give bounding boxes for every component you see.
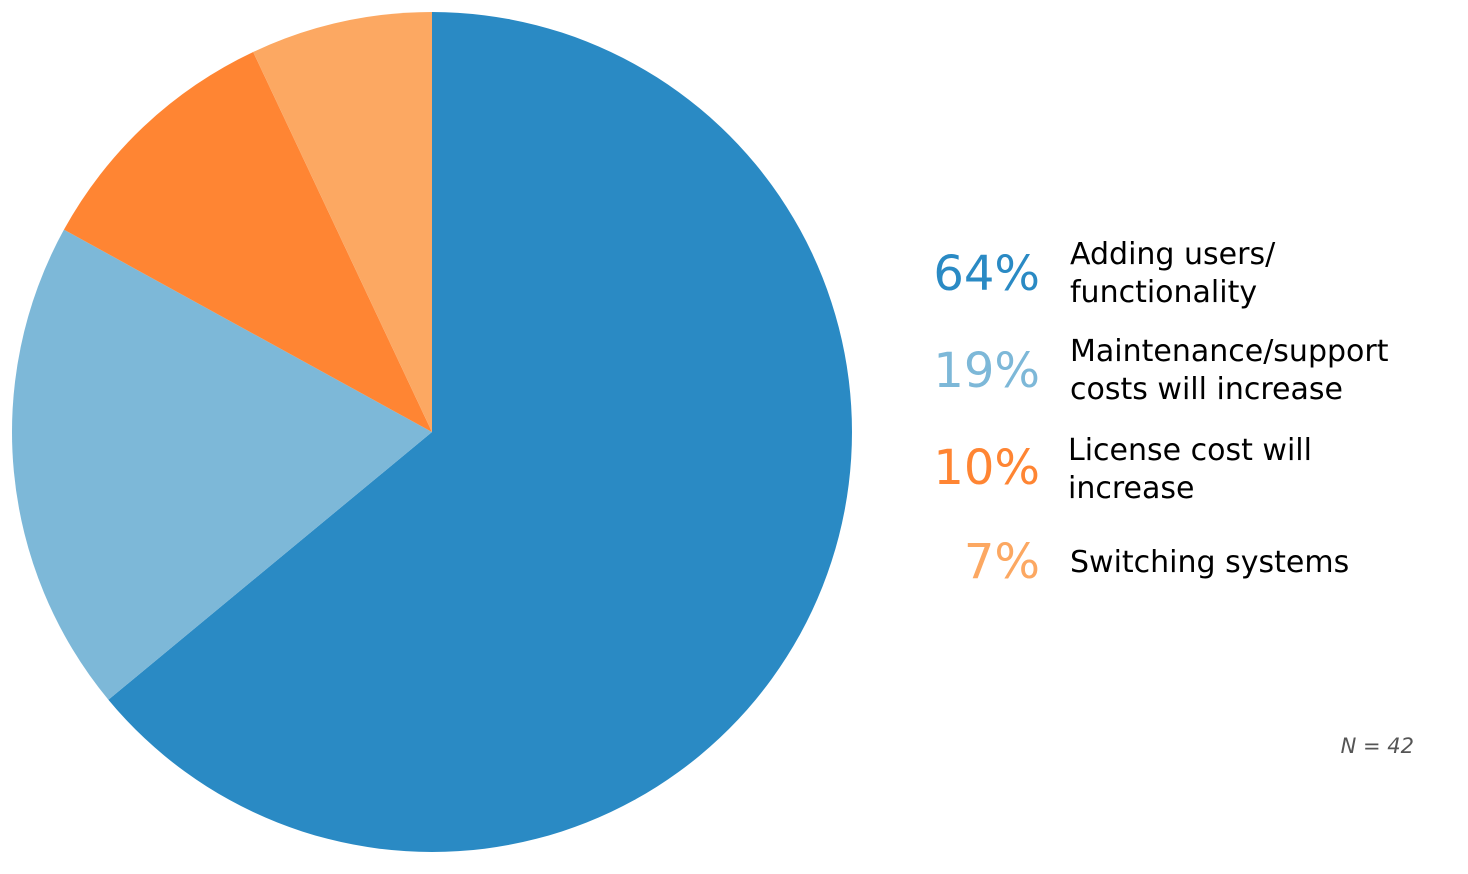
pie-slice-2 [11, 229, 432, 700]
sample-size-note: N = 42 [1340, 734, 1414, 758]
legend-label: Adding users/ functionality [1070, 237, 1276, 310]
legend-percent: 64% [933, 246, 1040, 302]
legend-label: Maintenance/support costs will increase [1070, 334, 1389, 407]
legend-percent: 19% [933, 343, 1040, 399]
legend-item-license-cost: 10% License cost will increase [900, 432, 1440, 522]
legend-percent: 7% [963, 534, 1040, 590]
legend-label: Switching systems [1070, 545, 1350, 580]
pie-slice-4 [253, 12, 432, 432]
legend-label: License cost will increase [1068, 433, 1312, 506]
pie-slice-1 [108, 12, 852, 852]
pie-chart [11, 12, 852, 852]
legend-percent: 10% [933, 440, 1040, 496]
legend-item-switching-systems: 7% Switching systems [900, 538, 1440, 628]
legend-item-maintenance-support: 19% Maintenance/support costs will incre… [900, 333, 1440, 423]
legend-item-adding-users: 64% Adding users/ functionality [900, 236, 1440, 326]
pie-slice-3 [63, 51, 432, 432]
